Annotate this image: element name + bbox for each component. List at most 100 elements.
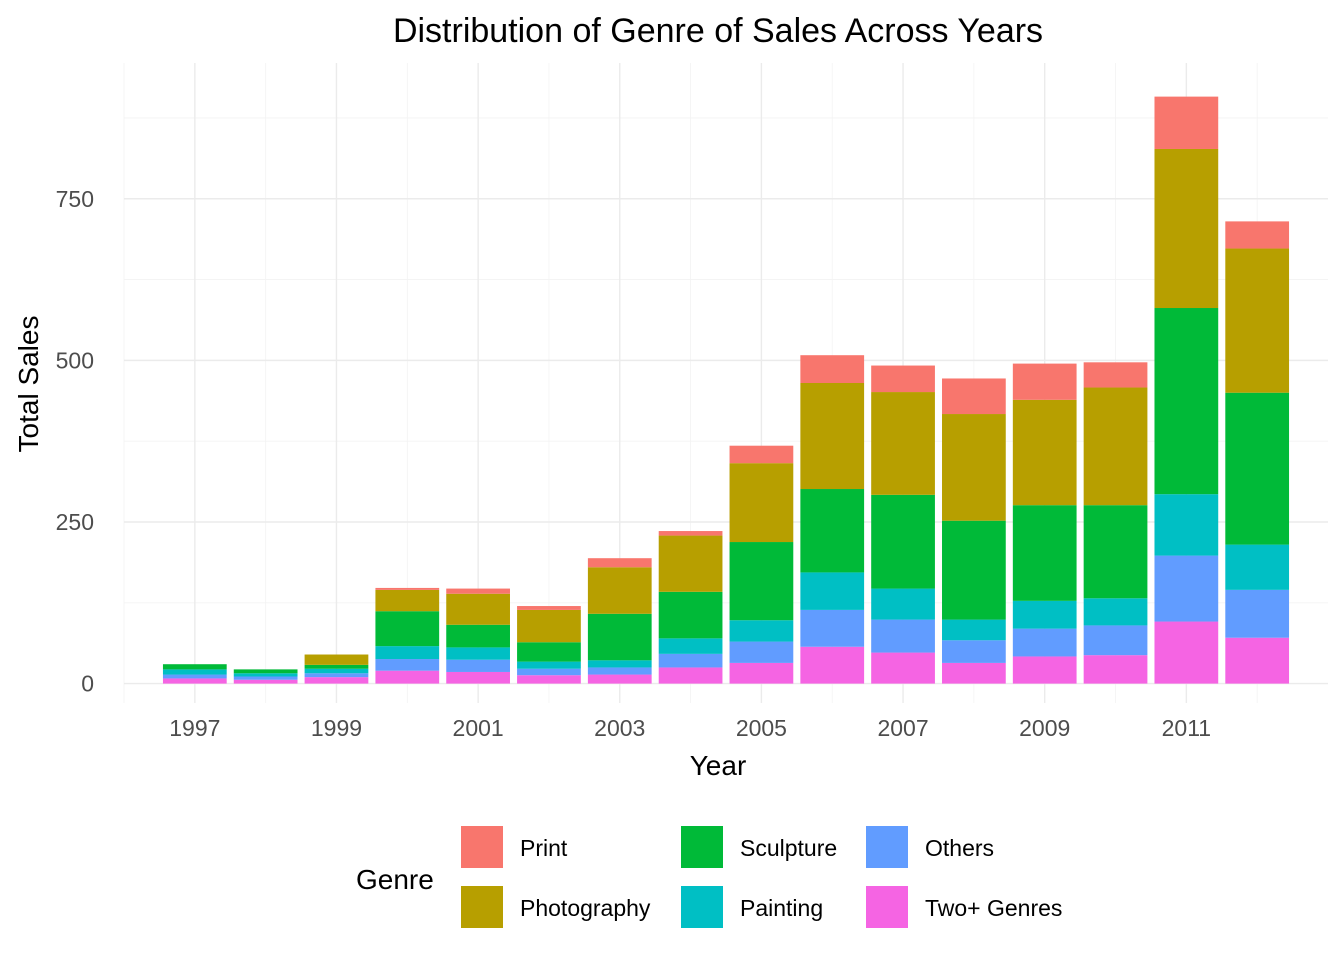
bar-segment [800, 489, 865, 573]
bar-segment [233, 669, 298, 674]
bar-segment [1083, 625, 1148, 656]
x-tick-label: 2005 [736, 715, 787, 741]
bar-segment [658, 653, 723, 668]
bar-segment [304, 668, 369, 674]
bar-segment [658, 591, 723, 639]
bar-segment [1083, 387, 1148, 506]
bar-segment [1012, 363, 1077, 400]
bar-segment [446, 593, 510, 625]
bar-segment [1225, 221, 1290, 249]
legend-label: Print [520, 835, 568, 861]
bar-segment [871, 392, 935, 495]
bar-segment [517, 668, 581, 676]
bar-segment [1154, 308, 1219, 495]
bar-segment [446, 647, 510, 660]
bar-segment [800, 355, 865, 383]
bar-segment [729, 542, 794, 621]
bar-segment [800, 609, 865, 647]
bar-segment [800, 646, 865, 684]
y-axis-ticks: 0 250 500 750 [56, 186, 94, 697]
bar-segment [1225, 248, 1290, 393]
bar-segment [517, 675, 581, 684]
bar-segment [304, 654, 369, 665]
bar-segment [1154, 148, 1219, 309]
bar-segment [162, 664, 227, 670]
legend-label: Painting [740, 895, 823, 921]
y-tick-label: 500 [56, 347, 94, 373]
bar-segment [1083, 655, 1148, 684]
bar-segment [304, 673, 369, 678]
bar-segment [375, 659, 440, 671]
legend-label: Two+ Genres [925, 895, 1062, 921]
x-axis-ticks: 1997 1999 2001 2003 2005 2007 2009 2011 [169, 715, 1211, 741]
bar-segment [162, 669, 227, 675]
x-tick-label: 2003 [594, 715, 645, 741]
legend-swatch [866, 886, 908, 928]
bar-segment [1083, 505, 1148, 599]
bar-segment [1083, 362, 1148, 388]
bar-segment [871, 365, 935, 393]
bar-segment [658, 535, 723, 592]
bar-segment [1012, 600, 1077, 629]
bar-segment [729, 445, 794, 464]
bar-segment [587, 667, 652, 675]
y-tick-label: 0 [81, 671, 94, 697]
legend-swatch [866, 826, 908, 868]
bar-segment [871, 494, 935, 589]
bar-segment [1154, 494, 1219, 556]
bar-segment [446, 588, 510, 594]
bar-segment [375, 670, 440, 684]
bar-segment [729, 662, 794, 684]
bar-segment [871, 619, 935, 653]
bar-segment [871, 588, 935, 620]
bar-segment [375, 589, 440, 612]
x-tick-label: 2009 [1019, 715, 1070, 741]
y-tick-label: 250 [56, 509, 94, 535]
bar-segment [587, 567, 652, 614]
legend-swatch [461, 886, 503, 928]
bar-segment [1225, 392, 1290, 545]
bar-segment [587, 613, 652, 661]
bar-segment [517, 642, 581, 662]
bar-segment [1012, 656, 1077, 684]
x-tick-label: 1999 [311, 715, 362, 741]
bar-segment [1012, 628, 1077, 657]
x-tick-label: 2011 [1162, 715, 1211, 741]
bar-segment [162, 678, 227, 684]
bar-segment [1225, 544, 1290, 590]
bar-segment [729, 641, 794, 663]
x-axis-title: Year [690, 750, 747, 781]
legend-label: Others [925, 835, 994, 861]
bar-segment [304, 664, 369, 669]
chart-title: Distribution of Genre of Sales Across Ye… [393, 12, 1043, 50]
legend-swatch [681, 886, 723, 928]
bar-segment [162, 674, 227, 679]
legend: Genre Print Photography Sculpture Painting O… [356, 826, 1062, 928]
bar-segment [1154, 96, 1219, 149]
legend-swatch [681, 826, 723, 868]
bar-segment [446, 659, 510, 672]
legend-label: Photography [520, 895, 651, 921]
bar-segment [871, 652, 935, 684]
bar-segment [1012, 399, 1077, 506]
bar-segment [800, 572, 865, 610]
x-tick-label: 1997 [169, 715, 220, 741]
bar-segment [1154, 621, 1219, 684]
bar-segment [233, 679, 298, 684]
bar-segment [729, 463, 794, 543]
bar-segment [942, 640, 1006, 663]
bar-segment [587, 660, 652, 668]
bar-segment [233, 676, 298, 680]
bar-segment [375, 611, 440, 647]
bar-segment [446, 624, 510, 648]
bar-segment [942, 520, 1006, 620]
bar-segment [587, 558, 652, 568]
bar-segment [1083, 598, 1148, 626]
bar-segment [942, 378, 1006, 415]
y-axis-title: Total Sales [13, 316, 44, 453]
bar-segment [942, 414, 1006, 521]
bar-segment [517, 606, 581, 610]
x-tick-label: 2001 [453, 715, 504, 741]
bars [162, 96, 1290, 684]
